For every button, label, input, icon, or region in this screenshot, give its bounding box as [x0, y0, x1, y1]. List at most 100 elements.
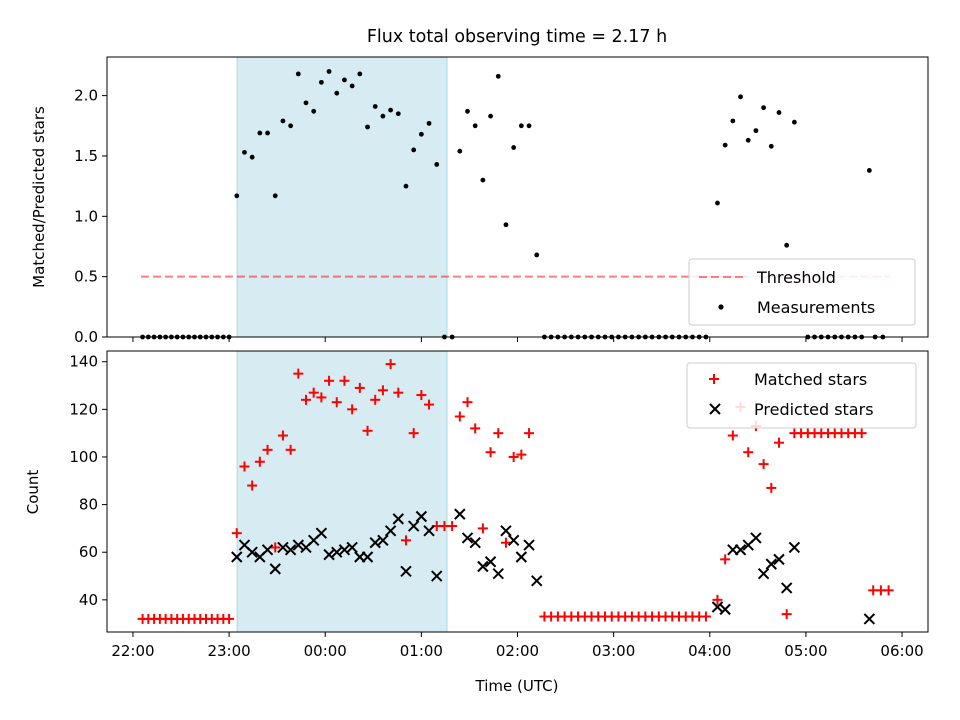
predicted-star-point	[261, 544, 274, 556]
matched-stars-series	[137, 359, 894, 624]
matched-star-point	[277, 430, 288, 441]
chart-title: Flux total observing time = 2.17 h	[367, 27, 667, 47]
predicted-star-point	[369, 536, 381, 549]
matched-star-point	[856, 428, 867, 439]
measurement-point	[342, 77, 347, 83]
measurement-point	[426, 120, 432, 126]
predicted-star-point	[246, 546, 258, 558]
matched-star-point	[462, 397, 473, 408]
predicted-star-point	[315, 527, 328, 539]
measurement-point	[365, 124, 370, 130]
x-tick-label: 06:00	[880, 642, 923, 660]
top-y-ticks: 0.0 0.5 1.0 1.5 2.0	[74, 87, 107, 346]
measurement-point	[395, 111, 401, 117]
top-legend-box	[688, 258, 916, 326]
matched-star-point	[224, 613, 235, 624]
predicted-star-point	[377, 534, 389, 547]
predicted-star-point	[469, 536, 481, 549]
measurement-point	[511, 145, 517, 150]
measurement-point	[326, 69, 332, 74]
matched-star-point	[400, 535, 411, 546]
matched-star-point	[385, 359, 396, 370]
matched-star-point	[508, 451, 519, 462]
shade-span	[236, 56, 448, 338]
matched-star-point	[781, 609, 792, 620]
matched-star-point	[727, 430, 738, 441]
matched-star-point	[516, 449, 527, 460]
measurement-point	[372, 104, 378, 109]
measurement-point	[311, 108, 317, 114]
matched-star-point	[524, 428, 535, 439]
legend-predicted-label: Predicted stars	[754, 400, 874, 419]
predicted-star-point	[407, 520, 420, 532]
measurement-point	[526, 123, 532, 129]
matched-star-point	[758, 459, 769, 470]
measurement-point	[784, 242, 790, 248]
matched-star-point	[700, 611, 711, 622]
matched-star-point	[773, 437, 784, 448]
measurement-point	[457, 148, 463, 154]
measurement-point	[280, 118, 286, 124]
measurement-point	[288, 123, 294, 129]
measurement-point	[503, 222, 509, 228]
legend-threshold-label: Threshold	[756, 268, 836, 287]
predicted-star-point	[346, 541, 358, 554]
matched-star-point	[408, 428, 419, 439]
matched-star-point	[293, 368, 304, 379]
matched-star-point	[331, 397, 342, 408]
matched-star-point	[500, 537, 511, 548]
measurement-point	[768, 143, 774, 149]
predicted-star-point	[461, 532, 474, 544]
y-tick-label: 120	[69, 400, 98, 418]
predicted-star-point	[269, 563, 281, 575]
measurement-point	[730, 118, 736, 124]
predicted-star-point	[284, 544, 297, 556]
measurement-point	[488, 113, 493, 119]
matched-star-point	[720, 554, 731, 565]
measurement-point	[380, 113, 386, 119]
measurement-point	[738, 94, 743, 100]
measurement-point	[272, 193, 278, 199]
matched-star-point	[377, 385, 388, 396]
measurement-point	[234, 193, 240, 199]
predicted-star-point	[477, 560, 489, 573]
measurement-point	[349, 83, 355, 89]
predicted-star-point	[292, 539, 305, 551]
y-tick-label: 100	[69, 448, 98, 466]
matched-star-point	[362, 425, 373, 436]
matched-star-point	[712, 594, 723, 605]
bottom-legend-box	[686, 362, 917, 429]
y-tick-label: 0.0	[74, 328, 98, 346]
matched-star-point	[766, 482, 777, 493]
measurement-point	[776, 110, 782, 115]
predicted-star-point	[757, 567, 770, 580]
observing-window-shade-top	[236, 56, 448, 338]
predicted-star-point	[231, 551, 243, 563]
top-panel: 0.00.51.01.52.0 Matched/Predicted stars …	[30, 56, 929, 346]
matched-star-point	[447, 521, 458, 532]
matched-star-point	[231, 528, 242, 539]
legend-measurements-swatch	[718, 304, 724, 310]
legend-predicted-swatch	[709, 403, 721, 415]
x-tick-label: 23:00	[207, 642, 250, 660]
top-legend: Threshold Measurements	[688, 258, 916, 326]
measurement-point	[495, 73, 501, 79]
matched-star-point	[301, 394, 312, 405]
predicted-star-point	[277, 541, 289, 554]
y-tick-label: 2.0	[74, 87, 98, 105]
measurement-point	[249, 154, 255, 160]
predicted-star-point	[734, 544, 747, 556]
matched-star-point	[454, 411, 465, 422]
matched-star-point	[393, 387, 404, 398]
measurement-point	[753, 128, 759, 134]
shade-span	[236, 350, 448, 633]
matched-star-point	[485, 447, 496, 458]
measurement-point	[334, 90, 340, 96]
bottom-x-ticks: 22:00 23:00 00:00 01:00 02:00 03:00 04:00 05:00…	[111, 632, 924, 660]
predicted-star-point	[711, 601, 724, 613]
legend-matched-label: Matched stars	[754, 370, 867, 389]
predicted-star-point	[400, 565, 412, 577]
top-x-ticks	[132, 337, 903, 342]
measurement-point	[434, 162, 440, 167]
bottom-y-ticks: 40 60 80 100 120 140	[69, 353, 107, 609]
